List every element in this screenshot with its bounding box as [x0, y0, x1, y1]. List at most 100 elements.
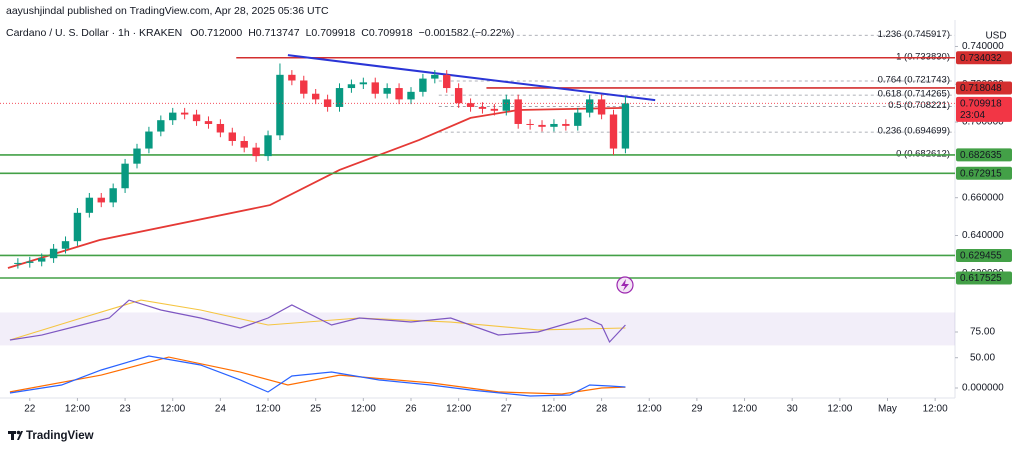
candle-body	[395, 88, 403, 100]
candle-body	[121, 163, 129, 189]
candle-body	[562, 123, 570, 126]
candle-body	[407, 91, 415, 100]
level-box	[956, 248, 1012, 262]
candle-body	[371, 82, 379, 94]
candle-body	[157, 120, 165, 132]
x-tick-label: 24	[215, 404, 227, 415]
candle-body	[311, 93, 320, 100]
candle-body	[335, 88, 344, 107]
candle-body	[61, 241, 70, 249]
header: aayushjindal published on TradingView.co…	[6, 5, 329, 17]
fib-label: 1.236 (0.745917)	[878, 29, 950, 40]
footer: TradingView	[26, 430, 94, 442]
candle-body	[585, 99, 594, 113]
x-tick-label: 30	[787, 404, 799, 415]
candle-body	[145, 131, 153, 149]
x-tick-label: 26	[405, 404, 417, 415]
candle-body	[288, 74, 296, 81]
candle-body	[526, 123, 534, 125]
candle-body	[204, 121, 213, 124]
x-tick-label: 12:00	[923, 404, 948, 415]
candle-body	[169, 112, 177, 121]
candle-body	[347, 84, 356, 89]
x-tick-label: 29	[691, 404, 703, 415]
legend-value: L0.709918	[306, 27, 356, 39]
candle-body	[228, 132, 236, 141]
candle-body	[264, 135, 272, 157]
x-tick-label: 25	[310, 404, 322, 415]
level-label: 0.682635	[960, 150, 1002, 161]
level-label: 0.629455	[960, 251, 1002, 262]
level-box	[956, 81, 1012, 95]
level-label: 0.734032	[960, 53, 1002, 64]
macd-tick-label: 0.000000	[962, 383, 1004, 394]
y-tick-label: 0.660000	[962, 192, 1004, 203]
countdown-label: 23:04	[960, 110, 985, 121]
candle-body	[466, 103, 475, 107]
candle-body	[216, 123, 225, 133]
legend-value: C0.709918	[361, 27, 413, 39]
candle-body	[383, 88, 391, 94]
candle-body	[431, 74, 439, 79]
candle-body	[550, 123, 558, 127]
level-box	[956, 51, 1012, 65]
candle-body	[443, 74, 451, 89]
candle-body	[192, 114, 201, 122]
level-box	[956, 148, 1012, 162]
candle-body	[26, 261, 34, 263]
x-tick-label: May	[878, 404, 897, 415]
candle-body	[133, 148, 141, 164]
x-tick-label: 12:00	[541, 404, 566, 415]
x-tick-label: 28	[596, 404, 608, 415]
candle-body	[609, 114, 618, 149]
candle-body	[478, 106, 487, 109]
legend-value: O0.712000	[190, 27, 242, 39]
candle-body	[14, 262, 22, 264]
logo-mark	[16, 430, 21, 435]
x-tick-label: 23	[120, 404, 132, 415]
x-tick-label: 12:00	[351, 404, 376, 415]
candle-body	[252, 147, 260, 157]
candle-body	[73, 212, 82, 242]
level-box	[956, 271, 1012, 285]
candle-body	[85, 197, 94, 213]
logo	[8, 430, 23, 440]
x-tick-label: 22	[24, 404, 36, 415]
rsi-ma-line	[9, 299, 626, 341]
candle-body	[97, 197, 105, 203]
candle-body	[180, 112, 189, 115]
rsi-tick-label: 50.00	[970, 352, 995, 363]
candle-body	[419, 78, 427, 92]
level-label: 0.672915	[960, 168, 1002, 179]
fib-label: 0.764 (0.721743)	[878, 74, 950, 85]
logo-mark	[17, 431, 23, 440]
candle-body	[574, 112, 582, 126]
candle-body	[109, 188, 117, 203]
x-tick-label: 12:00	[827, 404, 852, 415]
last-price-label: 0.709918	[960, 98, 1002, 109]
logo-mark	[11, 431, 14, 440]
candle-body	[38, 258, 46, 262]
fib-label: 0.5 (0.708221)	[888, 100, 950, 111]
candle-body	[502, 99, 510, 111]
rsi-line	[9, 299, 626, 344]
y-tick-label: 0.740000	[962, 41, 1004, 52]
candle-body	[300, 80, 308, 94]
x-tick-label: 12:00	[732, 404, 757, 415]
fib-label: 0.618 (0.714265)	[878, 89, 950, 100]
level-label: 0.617525	[960, 273, 1002, 284]
rsi-band	[0, 312, 955, 346]
fib-label: 0.236 (0.694699)	[878, 126, 950, 137]
macd-line	[9, 355, 626, 397]
candle-body	[490, 108, 499, 111]
legend-value: −0.001582 (−0.22%)	[419, 27, 515, 39]
rsi-tick-label: 75.00	[970, 327, 995, 338]
legend-value: H0.713747	[248, 27, 300, 39]
level-box	[956, 166, 1012, 180]
x-tick-label: 12:00	[65, 404, 90, 415]
last-price-box	[956, 96, 1012, 122]
candle-body	[359, 82, 368, 85]
fib-label: 0 (0.682612)	[896, 148, 950, 159]
